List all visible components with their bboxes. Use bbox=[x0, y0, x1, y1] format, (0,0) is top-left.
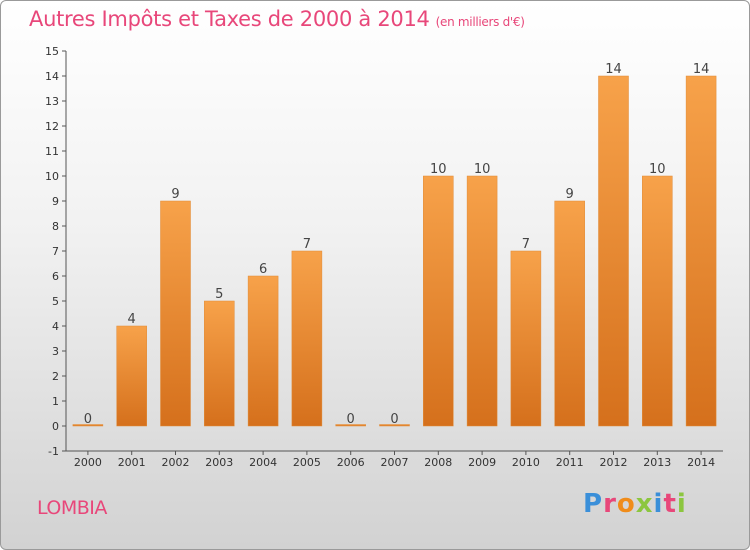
value-label-2008: 10 bbox=[430, 162, 447, 177]
x-tick-label: 2011 bbox=[556, 456, 584, 469]
y-tick-label: 6 bbox=[52, 270, 59, 283]
logo-letter: i bbox=[653, 489, 664, 519]
logo-letter: i bbox=[676, 489, 687, 519]
bar-2009[interactable] bbox=[466, 175, 498, 427]
bar-2003[interactable] bbox=[204, 300, 235, 427]
y-tick-label: 7 bbox=[52, 245, 59, 258]
x-tick-label: 2000 bbox=[74, 456, 102, 469]
y-tick-label: 4 bbox=[52, 320, 59, 333]
y-tick-label: 5 bbox=[52, 295, 59, 308]
value-label-2001: 4 bbox=[128, 312, 136, 327]
value-label-2011: 9 bbox=[566, 187, 574, 202]
commune-name: LOMBIA bbox=[37, 497, 107, 519]
bar-2000[interactable] bbox=[72, 424, 104, 427]
y-tick-label: 14 bbox=[45, 70, 59, 83]
y-tick-label: 3 bbox=[52, 345, 59, 358]
y-tick-label: 11 bbox=[45, 145, 59, 158]
x-tick-label: 2009 bbox=[468, 456, 496, 469]
chart-title: Autres Impôts et Taxes de 2000 à 2014 (en… bbox=[29, 7, 525, 31]
bar-2011[interactable] bbox=[554, 200, 585, 427]
y-tick-label: 13 bbox=[45, 95, 59, 108]
chart-unit-label: (en milliers d'€) bbox=[435, 15, 525, 29]
x-tick-label: 2010 bbox=[512, 456, 540, 469]
proxiti-logo[interactable]: Proxiti bbox=[583, 489, 687, 519]
chart-title-text: Autres Impôts et Taxes de 2000 à 2014 bbox=[29, 7, 430, 31]
bar-2004[interactable] bbox=[247, 275, 279, 427]
y-tick-label: 9 bbox=[52, 195, 59, 208]
value-label-2004: 6 bbox=[259, 262, 267, 277]
bar-2010[interactable] bbox=[510, 250, 542, 427]
y-tick-label: 15 bbox=[45, 45, 59, 58]
value-label-2006: 0 bbox=[347, 412, 355, 427]
logo-letter: P bbox=[583, 489, 604, 519]
bar-2013[interactable] bbox=[642, 175, 673, 427]
logo-letter: x bbox=[635, 489, 654, 519]
x-tick-label: 2007 bbox=[381, 456, 409, 469]
bar-2012[interactable] bbox=[598, 75, 629, 427]
x-tick-label: 2006 bbox=[337, 456, 365, 469]
x-tick-label: 2013 bbox=[643, 456, 671, 469]
value-label-2010: 7 bbox=[522, 237, 530, 252]
value-label-2002: 9 bbox=[171, 187, 179, 202]
x-tick-label: 2008 bbox=[424, 456, 452, 469]
logo-letter: o bbox=[616, 489, 636, 519]
value-label-2012: 14 bbox=[605, 62, 622, 77]
value-label-2000: 0 bbox=[84, 412, 92, 427]
y-tick-label: 2 bbox=[52, 370, 59, 383]
y-tick-label: -1 bbox=[48, 445, 59, 458]
x-tick-label: 2014 bbox=[687, 456, 715, 469]
x-tick-label: 2005 bbox=[293, 456, 321, 469]
bar-2008[interactable] bbox=[423, 175, 454, 427]
value-label-2009: 10 bbox=[474, 162, 491, 177]
y-tick-label: 0 bbox=[52, 420, 59, 433]
bar-2014[interactable] bbox=[685, 75, 717, 427]
bar-2002[interactable] bbox=[160, 200, 191, 427]
x-tick-label: 2004 bbox=[249, 456, 277, 469]
y-tick-label: 1 bbox=[52, 395, 59, 408]
bar-2007[interactable] bbox=[379, 424, 410, 427]
y-tick-label: 8 bbox=[52, 220, 59, 233]
bar-2006[interactable] bbox=[335, 424, 366, 427]
value-label-2013: 10 bbox=[649, 162, 666, 177]
value-label-2005: 7 bbox=[303, 237, 311, 252]
y-tick-label: 10 bbox=[45, 170, 59, 183]
logo-letter: r bbox=[603, 489, 617, 519]
chart-bars bbox=[72, 75, 717, 427]
x-tick-label: 2012 bbox=[600, 456, 628, 469]
chart-value-labels: 0 4 9 5 6 7 0 0 10 10 7 9 14 10 14 bbox=[84, 62, 710, 427]
logo-letter: t bbox=[663, 489, 677, 519]
x-tick-label: 2001 bbox=[118, 456, 146, 469]
value-label-2003: 5 bbox=[215, 287, 223, 302]
bar-2001[interactable] bbox=[116, 325, 147, 427]
bar-2005[interactable] bbox=[291, 250, 323, 427]
x-tick-label: 2002 bbox=[162, 456, 190, 469]
x-tick-label: 2003 bbox=[205, 456, 233, 469]
value-label-2007: 0 bbox=[390, 412, 398, 427]
y-tick-label: 12 bbox=[45, 120, 59, 133]
value-label-2014: 14 bbox=[693, 62, 710, 77]
